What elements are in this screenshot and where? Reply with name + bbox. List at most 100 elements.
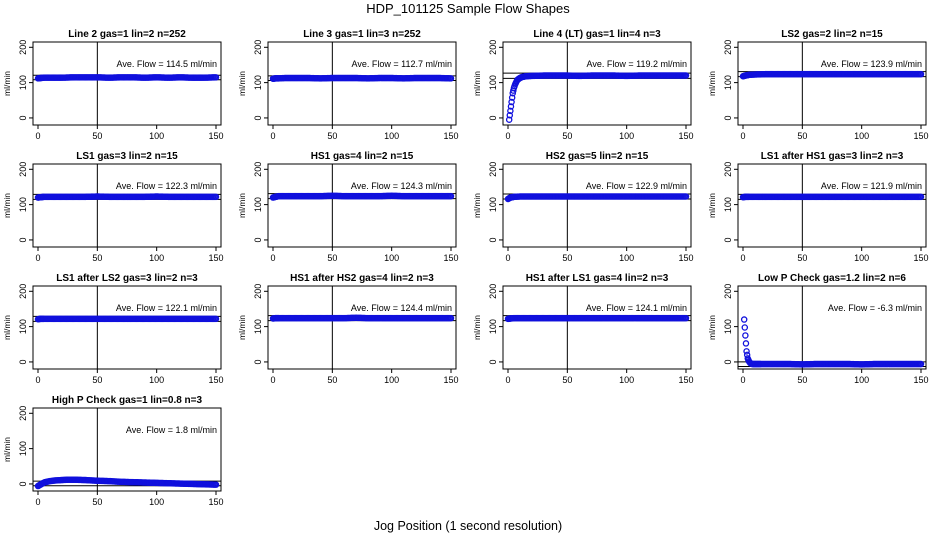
- plot-frame: [267, 41, 457, 126]
- y-tick-label: 100: [18, 441, 28, 456]
- ave-flow-annotation: Ave. Flow = 122.1 ml/min: [116, 303, 217, 313]
- data-point: [740, 316, 748, 323]
- panel-1: Line 2 gas=1 lin=2 n=252 0 50 100 150 0 100 200…: [2, 29, 224, 141]
- y-axis-label: ml/min: [237, 71, 247, 96]
- plot-frame: [267, 285, 457, 370]
- y-tick-label: 0: [253, 115, 263, 120]
- y-axis-label: ml/min: [707, 315, 717, 340]
- x-tick-label: 50: [92, 253, 102, 263]
- plot-frame: [32, 285, 222, 370]
- data-point: [507, 107, 514, 115]
- plot-frame: [32, 407, 222, 492]
- data-point: [742, 332, 749, 339]
- data-point: [917, 360, 925, 368]
- y-tick-label: 0: [18, 237, 28, 242]
- y-tick-label: 100: [488, 197, 498, 212]
- y-tick-label: 100: [253, 197, 263, 212]
- x-tick-label: 100: [149, 131, 164, 141]
- panel-5: LS1 gas=3 lin=2 n=15 0 50 100 150 0 100 200 ml/m…: [2, 151, 224, 263]
- ave-flow-annotation: Ave. Flow = 121.9 ml/min: [821, 181, 922, 191]
- data-point: [682, 193, 690, 200]
- y-tick-label: 0: [488, 359, 498, 364]
- panel-12: Low P Check gas=1.2 lin=2 n=6 0 50 100 150 0 1…: [707, 273, 929, 385]
- x-tick-label: 100: [384, 253, 399, 263]
- y-tick-label: 200: [253, 284, 263, 299]
- panel-title: HS1 after HS2 gas=4 lin=2 n=3: [290, 273, 434, 284]
- x-tick-label: 50: [562, 253, 572, 263]
- plot-frame: [32, 41, 222, 126]
- x-tick-label: 0: [740, 253, 745, 263]
- x-tick-label: 100: [149, 497, 164, 507]
- plot-frame: [502, 41, 692, 126]
- x-tick-label: 150: [443, 375, 458, 385]
- plot-frame: [737, 41, 927, 126]
- x-tick-label: 50: [562, 375, 572, 385]
- plot-frame: [267, 163, 457, 248]
- y-tick-label: 200: [18, 40, 28, 55]
- x-tick-label: 0: [35, 131, 40, 141]
- ave-flow-annotation: Ave. Flow = 124.1 ml/min: [586, 303, 687, 313]
- panel-title: HS1 after LS1 gas=4 lin=2 n=3: [526, 273, 669, 284]
- x-tick-label: 0: [270, 131, 275, 141]
- y-tick-label: 200: [18, 284, 28, 299]
- data-point: [508, 94, 516, 101]
- ave-flow-annotation: Ave. Flow = 123.9 ml/min: [821, 59, 922, 69]
- x-tick-label: 50: [92, 131, 102, 141]
- data-point: [917, 70, 925, 78]
- y-axis-label: ml/min: [237, 315, 247, 340]
- y-axis-label: ml/min: [707, 193, 717, 218]
- x-tick-label: 150: [913, 253, 928, 263]
- x-tick-label: 100: [854, 253, 869, 263]
- x-tick-label: 50: [92, 375, 102, 385]
- y-tick-label: 100: [18, 197, 28, 212]
- y-axis-label: ml/min: [2, 71, 12, 96]
- x-tick-label: 100: [149, 253, 164, 263]
- x-tick-label: 100: [619, 375, 634, 385]
- x-tick-label: 150: [208, 253, 223, 263]
- data-point: [742, 340, 750, 347]
- panel-13: High P Check gas=1 lin=0.8 n=3 0 50 100 150 0…: [2, 395, 224, 507]
- y-axis-label: ml/min: [472, 315, 482, 340]
- plot-frame: [502, 163, 692, 248]
- panel-title: LS1 after LS2 gas=3 lin=2 n=3: [56, 273, 198, 284]
- x-tick-label: 100: [149, 375, 164, 385]
- data-point: [506, 112, 514, 119]
- y-tick-label: 200: [18, 162, 28, 177]
- y-tick-label: 0: [253, 359, 263, 364]
- y-tick-label: 200: [488, 284, 498, 299]
- x-tick-label: 100: [619, 131, 634, 141]
- panel-7: HS2 gas=5 lin=2 n=15 0 50 100 150 0 100 200 ml/m…: [472, 151, 694, 263]
- x-tick-label: 0: [505, 131, 510, 141]
- y-tick-label: 100: [723, 197, 733, 212]
- panel-title: HS2 gas=5 lin=2 n=15: [546, 151, 649, 162]
- data-point: [212, 74, 220, 81]
- y-tick-label: 100: [18, 319, 28, 334]
- y-tick-label: 0: [18, 115, 28, 120]
- y-tick-label: 200: [18, 406, 28, 421]
- x-tick-label: 150: [208, 131, 223, 141]
- y-tick-label: 200: [723, 162, 733, 177]
- y-tick-label: 0: [723, 115, 733, 120]
- ave-flow-annotation: Ave. Flow = 1.8 ml/min: [126, 425, 217, 435]
- panel-9: LS1 after LS2 gas=3 lin=2 n=3 0 50 100 150 0 1…: [2, 273, 224, 385]
- y-axis-label: ml/min: [707, 71, 717, 96]
- y-tick-label: 200: [488, 162, 498, 177]
- panel-10: HS1 after HS2 gas=4 lin=2 n=3 0 50 100 150 0 1…: [237, 273, 459, 385]
- x-tick-label: 100: [384, 131, 399, 141]
- ave-flow-annotation: Ave. Flow = 122.9 ml/min: [586, 181, 687, 191]
- panel-2: Line 3 gas=1 lin=3 n=252 0 50 100 150 0 100 200…: [237, 29, 459, 141]
- y-tick-label: 0: [488, 237, 498, 242]
- x-tick-label: 0: [505, 375, 510, 385]
- y-tick-label: 100: [253, 319, 263, 334]
- data-point: [212, 315, 220, 323]
- y-tick-label: 0: [488, 115, 498, 120]
- x-tick-label: 100: [619, 253, 634, 263]
- x-tick-label: 50: [797, 131, 807, 141]
- panel-title: LS1 after HS1 gas=3 lin=2 n=3: [761, 151, 904, 162]
- data-point: [507, 103, 515, 110]
- y-tick-label: 200: [488, 40, 498, 55]
- x-tick-label: 50: [797, 375, 807, 385]
- x-tick-label: 0: [270, 375, 275, 385]
- data-point: [447, 192, 455, 200]
